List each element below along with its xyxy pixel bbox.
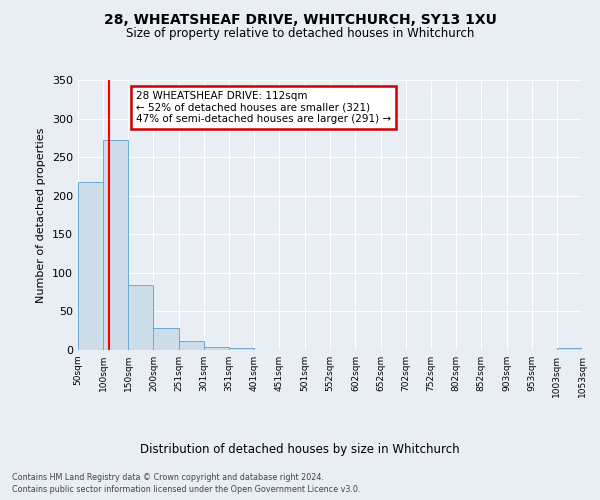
- Y-axis label: Number of detached properties: Number of detached properties: [37, 128, 46, 302]
- Text: 28, WHEATSHEAF DRIVE, WHITCHURCH, SY13 1XU: 28, WHEATSHEAF DRIVE, WHITCHURCH, SY13 1…: [104, 12, 496, 26]
- Bar: [103, 140, 128, 350]
- Bar: [204, 347, 229, 350]
- Text: Contains public sector information licensed under the Open Government Licence v3: Contains public sector information licen…: [12, 485, 361, 494]
- Bar: [78, 182, 103, 350]
- Bar: [179, 340, 204, 350]
- Bar: [154, 328, 179, 350]
- Bar: [229, 348, 254, 350]
- Text: Contains HM Land Registry data © Crown copyright and database right 2024.: Contains HM Land Registry data © Crown c…: [12, 472, 324, 482]
- Bar: [557, 348, 582, 350]
- Text: Distribution of detached houses by size in Whitchurch: Distribution of detached houses by size …: [140, 442, 460, 456]
- Text: Size of property relative to detached houses in Whitchurch: Size of property relative to detached ho…: [126, 28, 474, 40]
- Text: 28 WHEATSHEAF DRIVE: 112sqm
← 52% of detached houses are smaller (321)
47% of se: 28 WHEATSHEAF DRIVE: 112sqm ← 52% of det…: [136, 91, 391, 124]
- Bar: [128, 285, 154, 350]
